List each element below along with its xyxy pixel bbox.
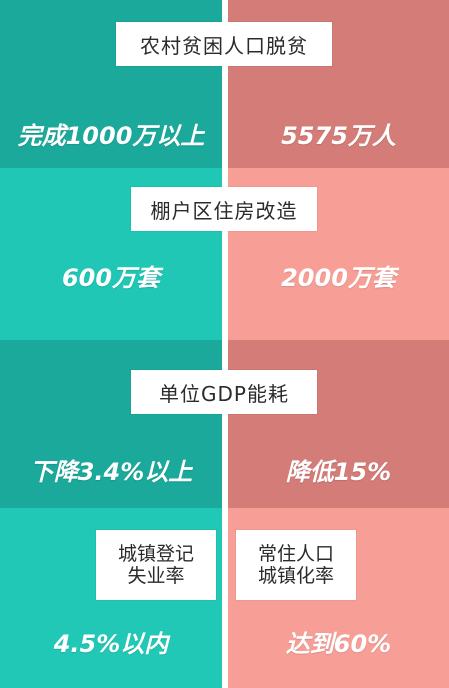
shantytown-label-text: 棚户区住房改造 bbox=[150, 198, 298, 223]
achieved-band-3 bbox=[228, 340, 449, 508]
achieved-column bbox=[228, 0, 449, 688]
target-band-3 bbox=[0, 340, 222, 508]
gdp-energy-achieved: 降低15% bbox=[285, 458, 392, 486]
unemployment-label-line1: 城镇登记 bbox=[117, 543, 194, 565]
urbanization-achieved: 达到60% bbox=[285, 630, 392, 658]
gdp-energy-label-text: 单位GDP能耗 bbox=[159, 381, 289, 406]
rural-poverty-label: 农村贫困人口脱贫 bbox=[116, 22, 332, 66]
unemployment-target: 4.5%以内 bbox=[53, 630, 169, 658]
urbanization-label-line2: 城镇化率 bbox=[257, 565, 334, 587]
urbanization-label: 常住人口 城镇化率 bbox=[236, 530, 356, 600]
rural-poverty-achieved: 5575万人 bbox=[281, 122, 396, 150]
urbanization-label-line1: 常住人口 bbox=[257, 543, 334, 565]
shantytown-label: 棚户区住房改造 bbox=[131, 187, 317, 231]
rural-poverty-target: 完成1000万以上 bbox=[17, 122, 205, 150]
column-divider bbox=[222, 0, 228, 688]
shantytown-achieved: 2000万套 bbox=[281, 264, 396, 292]
unemployment-label: 城镇登记 失业率 bbox=[96, 530, 216, 600]
shantytown-target: 600万套 bbox=[61, 264, 161, 292]
gdp-energy-label: 单位GDP能耗 bbox=[131, 370, 317, 414]
gdp-energy-target: 下降3.4%以上 bbox=[29, 458, 193, 486]
unemployment-label-line2: 失业率 bbox=[127, 565, 185, 587]
rural-poverty-label-text: 农村贫困人口脱贫 bbox=[140, 33, 308, 58]
